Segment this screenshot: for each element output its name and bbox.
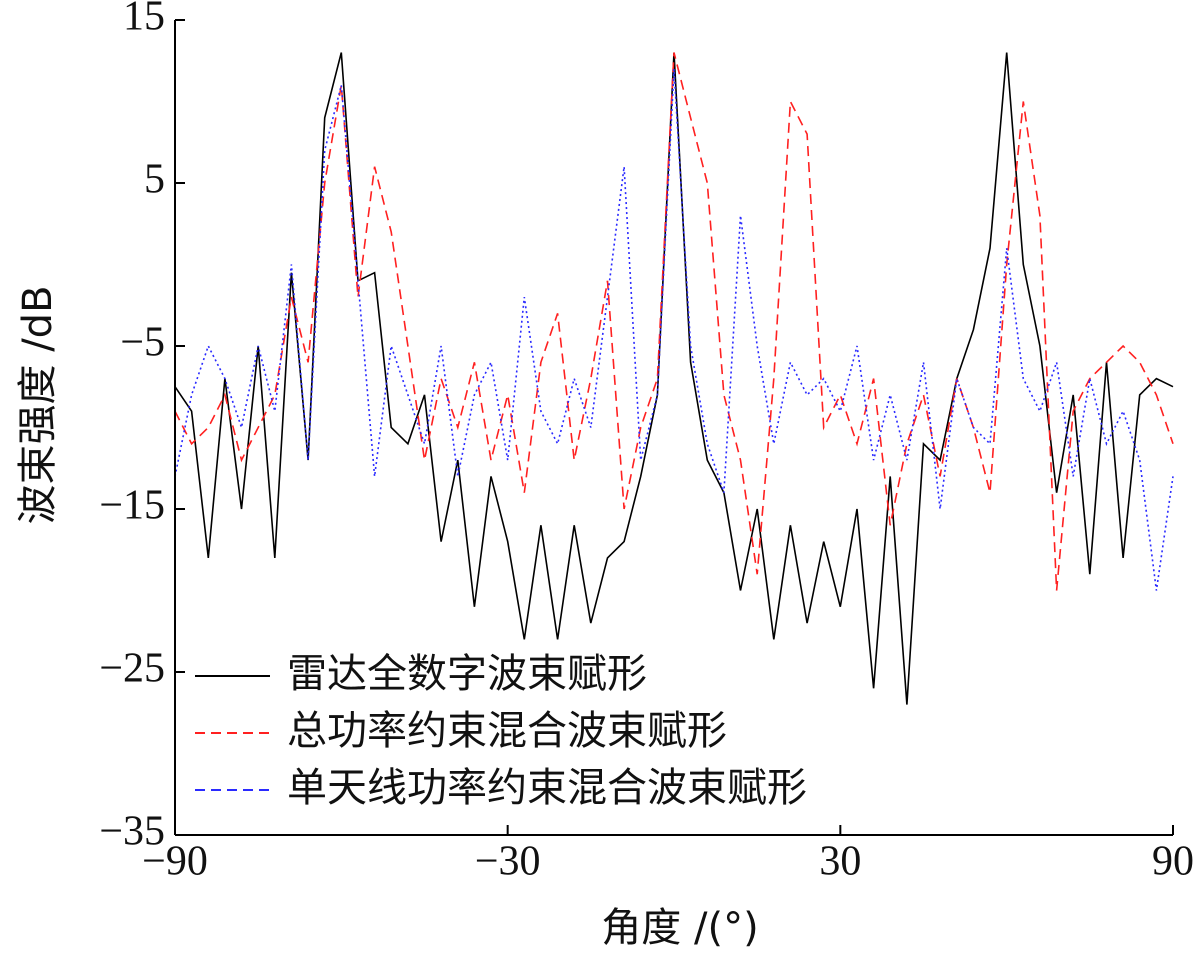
x-tick-label: 90 xyxy=(1152,839,1194,885)
series-line xyxy=(174,52,1174,591)
legend-label: 雷达全数字波束赋形 xyxy=(287,651,647,697)
y-tick-label: 5 xyxy=(144,157,165,203)
y-tick-label: −25 xyxy=(99,646,165,692)
x-tick-label: 30 xyxy=(819,839,861,885)
x-tick-label: −90 xyxy=(142,839,208,885)
y-axis-title: 波束强度 /dB xyxy=(15,285,61,524)
y-tick-label: −5 xyxy=(120,320,165,366)
series-line xyxy=(174,68,1174,591)
y-tick-label: 15 xyxy=(123,0,165,40)
y-tick-label: −35 xyxy=(99,809,165,855)
x-tick-label: −30 xyxy=(475,839,541,885)
x-axis-title: 角度 /(°) xyxy=(601,905,758,951)
y-tick-label: −15 xyxy=(99,483,165,529)
legend-label: 总功率约束混合波束赋形 xyxy=(287,708,727,754)
legend-label: 单天线功率约束混合波束赋形 xyxy=(287,765,807,811)
